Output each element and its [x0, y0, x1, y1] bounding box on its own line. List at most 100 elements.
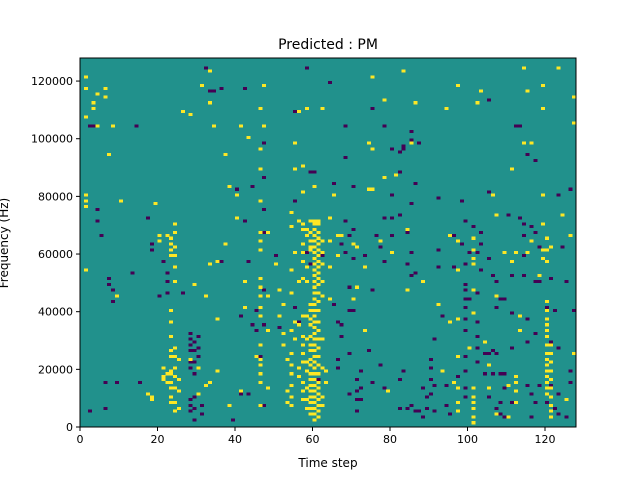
heatmap-cell-low: [370, 380, 375, 384]
heatmap-cell-low: [304, 251, 309, 255]
heatmap-cell-low: [258, 354, 263, 358]
heatmap-cell-high: [312, 343, 317, 347]
heatmap-cell-low: [548, 277, 553, 281]
heatmap-cell-high: [316, 386, 321, 390]
heatmap-cell-high: [312, 337, 317, 341]
heatmap-cell-high: [308, 406, 313, 410]
heatmap-cell-high: [149, 398, 154, 402]
heatmap-cell-high: [471, 401, 476, 405]
heatmap-cell-high: [312, 314, 317, 318]
heatmap-cell-high: [169, 380, 174, 384]
heatmap-cell-high: [328, 216, 333, 220]
plot-frame: [79, 57, 577, 428]
y-axis: 0 20000 40000 60000 80000 100000 120000: [31, 75, 80, 434]
heatmap-cell-high: [297, 323, 302, 327]
heatmap-cell-high: [258, 248, 263, 252]
heatmap-cell-high: [545, 386, 550, 390]
heatmap-cell-high: [421, 279, 426, 284]
heatmap-cell-low: [463, 317, 468, 321]
heatmap-cell-low: [382, 386, 387, 390]
heatmap-cell-high: [545, 392, 550, 396]
heatmap-cell-high: [316, 236, 321, 240]
heatmap-cell-high: [316, 392, 321, 396]
heatmap-cell-high: [300, 314, 305, 318]
heatmap-cell-low: [262, 230, 267, 234]
heatmap-cell-high: [312, 222, 317, 226]
heatmap-cell-low: [397, 213, 402, 217]
heatmap-cell-low: [428, 392, 433, 396]
heatmap-cell-high: [316, 346, 321, 350]
heatmap-cell-high: [227, 403, 232, 407]
heatmap-cell-low: [250, 323, 255, 327]
heatmap-cell-low: [405, 406, 410, 410]
heatmap-cell-high: [297, 279, 302, 284]
heatmap-cell-high: [545, 375, 550, 379]
heatmap-cell-low: [517, 124, 522, 128]
heatmap-cell-low: [397, 406, 402, 410]
heatmap-cell-low: [339, 334, 344, 338]
heatmap-cell-high: [471, 386, 476, 390]
heatmap-cell-low: [188, 403, 193, 407]
heatmap-cell-low: [467, 297, 472, 301]
heatmap-cell-low: [107, 282, 112, 286]
heatmap-cell-high: [266, 230, 271, 234]
heatmap-cell-high: [312, 251, 317, 255]
heatmap-cell-low: [533, 279, 538, 284]
heatmap-cell-high: [169, 236, 174, 240]
heatmap-cell-high: [517, 314, 522, 318]
heatmap-cell-low: [308, 262, 313, 266]
heatmap-cell-high: [541, 248, 546, 252]
heatmap-cell-high: [173, 230, 178, 234]
heatmap-cell-high: [320, 337, 325, 341]
heatmap-cell-high: [312, 279, 317, 284]
y-tick-label: 40000: [38, 306, 73, 319]
heatmap-cell-low: [355, 409, 360, 413]
heatmap-cell-high: [548, 386, 553, 390]
heatmap-cell-low: [510, 346, 515, 350]
heatmap-cell-high: [207, 380, 212, 384]
heatmap-cell-low: [452, 233, 457, 237]
heatmap-cell-low: [494, 305, 499, 309]
heatmap-cell-high: [471, 395, 476, 399]
heatmap-cell-high: [258, 107, 263, 111]
heatmap-cell-low: [448, 412, 453, 416]
heatmap-cell-high: [300, 352, 305, 356]
heatmap-cell-high: [502, 251, 507, 255]
heatmap-cell-low: [475, 251, 480, 255]
heatmap-cell-high: [308, 401, 313, 405]
heatmap-cell-low: [277, 326, 282, 330]
heatmap-cell-high: [494, 213, 499, 217]
heatmap-cell-high: [405, 288, 410, 292]
heatmap-cell-low: [529, 392, 534, 396]
heatmap-cell-high: [293, 337, 298, 341]
heatmap-cell-high: [455, 83, 460, 87]
heatmap-cell-high: [308, 363, 313, 367]
heatmap-cell-low: [165, 271, 170, 275]
heatmap-cell-low: [529, 225, 534, 229]
heatmap-cell-low: [556, 392, 561, 396]
heatmap-cell-low: [196, 354, 201, 358]
heatmap-cell-low: [390, 216, 395, 220]
heatmap-cell-high: [545, 323, 550, 327]
heatmap-cell-high: [300, 343, 305, 347]
heatmap-cell-high: [312, 233, 317, 237]
heatmap-cell-low: [401, 369, 406, 373]
heatmap-cell-high: [258, 294, 263, 298]
heatmap-cell-low: [161, 259, 166, 263]
heatmap-cell-low: [525, 153, 530, 157]
heatmap-cell-high: [525, 89, 530, 93]
heatmap-cell-high: [91, 101, 96, 105]
heatmap-cell-low: [560, 245, 565, 249]
heatmap-cell-high: [316, 242, 321, 246]
y-tick-label: 100000: [31, 133, 73, 146]
heatmap-cell-high: [312, 245, 317, 249]
heatmap-cell-high: [304, 337, 309, 341]
heatmap-cell-low: [188, 366, 193, 370]
heatmap-cell-high: [390, 251, 395, 255]
heatmap-cell-low: [533, 401, 538, 405]
x-tick-label: 20: [151, 433, 165, 446]
heatmap-cell-high: [328, 265, 333, 269]
y-tick-label: 20000: [38, 363, 73, 376]
heatmap-cell-high: [277, 288, 282, 292]
heatmap-cell-high: [467, 346, 472, 350]
